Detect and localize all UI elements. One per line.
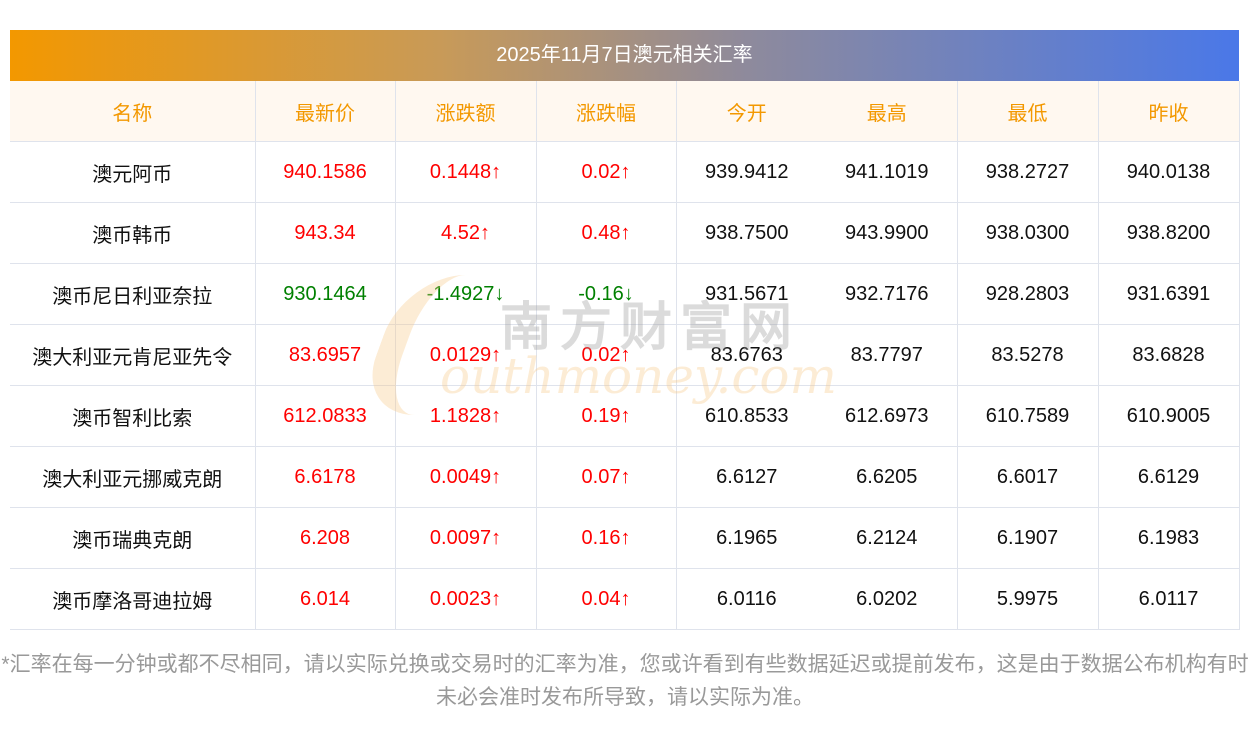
cell-name: 澳币瑞典克朗 <box>10 507 256 569</box>
cell-prev-close: 931.6391 <box>1098 263 1240 325</box>
column-header-latest-price: 最新价 <box>255 81 396 142</box>
cell-name: 澳大利亚元挪威克朗 <box>10 446 256 508</box>
table-row: 澳元阿币 940.1586 0.1448↑ 0.02↑ 939.9412 941.1019… <box>10 141 1240 203</box>
column-header-change-amount: 涨跌额 <box>395 81 537 142</box>
cell-name: 澳币尼日利亚奈拉 <box>10 263 256 325</box>
column-header-low: 最低 <box>957 81 1099 142</box>
cell-high: 83.7797 <box>817 324 958 386</box>
rates-table: 名称 最新价 涨跌额 涨跌幅 今开 最高 最低 昨收 澳元阿币 940.1586 0.1448↑ 0… <box>10 81 1240 630</box>
table-row: 澳币智利比索 612.0833 1.1828↑ 0.19↑ 610.8533 612.69… <box>10 385 1240 447</box>
cell-latest-price: 6.208 <box>255 507 396 569</box>
cell-change-amount: 0.0129↑ <box>395 324 537 386</box>
cell-prev-close: 940.0138 <box>1098 141 1240 203</box>
cell-change-percent: 0.02↑ <box>536 324 677 386</box>
cell-name: 澳币摩洛哥迪拉姆 <box>10 568 256 630</box>
cell-high: 6.0202 <box>817 568 958 630</box>
cell-change-amount: 1.1828↑ <box>395 385 537 447</box>
cell-prev-close: 83.6828 <box>1098 324 1240 386</box>
cell-change-percent: -0.16↓ <box>536 263 677 325</box>
cell-name: 澳币智利比索 <box>10 385 256 447</box>
cell-open: 83.6763 <box>676 324 817 386</box>
column-header-prev-close: 昨收 <box>1098 81 1240 142</box>
cell-low: 610.7589 <box>957 385 1099 447</box>
cell-change-percent: 0.04↑ <box>536 568 677 630</box>
column-header-open: 今开 <box>676 81 817 142</box>
cell-change-amount: 0.1448↑ <box>395 141 537 203</box>
cell-latest-price: 943.34 <box>255 202 396 264</box>
cell-high: 932.7176 <box>817 263 958 325</box>
cell-latest-price: 930.1464 <box>255 263 396 325</box>
cell-name: 澳元阿币 <box>10 141 256 203</box>
cell-change-percent: 0.07↑ <box>536 446 677 508</box>
cell-prev-close: 6.1983 <box>1098 507 1240 569</box>
cell-change-amount: 0.0097↑ <box>395 507 537 569</box>
cell-latest-price: 6.6178 <box>255 446 396 508</box>
cell-latest-price: 6.014 <box>255 568 396 630</box>
table-row: 澳币摩洛哥迪拉姆 6.014 0.0023↑ 0.04↑ 6.0116 6.0202 5.9… <box>10 568 1240 630</box>
cell-open: 938.7500 <box>676 202 817 264</box>
cell-open: 6.1965 <box>676 507 817 569</box>
cell-change-percent: 0.48↑ <box>536 202 677 264</box>
cell-change-percent: 0.19↑ <box>536 385 677 447</box>
cell-low: 938.2727 <box>957 141 1099 203</box>
cell-high: 6.6205 <box>817 446 958 508</box>
cell-low: 928.2803 <box>957 263 1099 325</box>
cell-latest-price: 83.6957 <box>255 324 396 386</box>
cell-change-amount: 4.52↑ <box>395 202 537 264</box>
cell-open: 610.8533 <box>676 385 817 447</box>
cell-high: 6.2124 <box>817 507 958 569</box>
cell-prev-close: 6.0117 <box>1098 568 1240 630</box>
column-header-high: 最高 <box>817 81 958 142</box>
table-row: 澳大利亚元肯尼亚先令 83.6957 0.0129↑ 0.02↑ 83.6763 83.7… <box>10 324 1240 386</box>
cell-low: 6.6017 <box>957 446 1099 508</box>
cell-low: 83.5278 <box>957 324 1099 386</box>
cell-prev-close: 6.6129 <box>1098 446 1240 508</box>
table-row: 澳大利亚元挪威克朗 6.6178 0.0049↑ 0.07↑ 6.6127 6.6205 6… <box>10 446 1240 508</box>
cell-latest-price: 940.1586 <box>255 141 396 203</box>
cell-high: 612.6973 <box>817 385 958 447</box>
cell-high: 941.1019 <box>817 141 958 203</box>
cell-open: 6.0116 <box>676 568 817 630</box>
cell-name: 澳币韩币 <box>10 202 256 264</box>
cell-change-amount: 0.0023↑ <box>395 568 537 630</box>
table-title: 2025年11月7日澳元相关汇率 <box>10 30 1239 81</box>
cell-change-amount: 0.0049↑ <box>395 446 537 508</box>
rates-panel: 2025年11月7日澳元相关汇率 名称 最新价 涨跌额 涨跌幅 今开 最高 最低 昨收 澳元阿… <box>10 30 1240 630</box>
cell-change-percent: 0.16↑ <box>536 507 677 569</box>
header-row: 名称 最新价 涨跌额 涨跌幅 今开 最高 最低 昨收 <box>10 81 1240 142</box>
footnote: *汇率在每一分钟或都不尽相同，请以实际兑换或交易时的汇率为准，您或许看到有些数据… <box>1 653 1249 709</box>
column-header-name: 名称 <box>10 81 256 142</box>
cell-open: 931.5671 <box>676 263 817 325</box>
cell-low: 5.9975 <box>957 568 1099 630</box>
cell-name: 澳大利亚元肯尼亚先令 <box>10 324 256 386</box>
cell-prev-close: 610.9005 <box>1098 385 1240 447</box>
cell-change-amount: -1.4927↓ <box>395 263 537 325</box>
column-header-change-percent: 涨跌幅 <box>536 81 677 142</box>
cell-low: 938.0300 <box>957 202 1099 264</box>
cell-latest-price: 612.0833 <box>255 385 396 447</box>
cell-open: 939.9412 <box>676 141 817 203</box>
table-row: 澳币尼日利亚奈拉 930.1464 -1.4927↓ -0.16↓ 931.5671 93… <box>10 263 1240 325</box>
cell-high: 943.9900 <box>817 202 958 264</box>
cell-change-percent: 0.02↑ <box>536 141 677 203</box>
cell-open: 6.6127 <box>676 446 817 508</box>
cell-low: 6.1907 <box>957 507 1099 569</box>
table-row: 澳币韩币 943.34 4.52↑ 0.48↑ 938.7500 943.9900 938.… <box>10 202 1240 264</box>
cell-prev-close: 938.8200 <box>1098 202 1240 264</box>
table-row: 澳币瑞典克朗 6.208 0.0097↑ 0.16↑ 6.1965 6.2124 6.190… <box>10 507 1240 569</box>
